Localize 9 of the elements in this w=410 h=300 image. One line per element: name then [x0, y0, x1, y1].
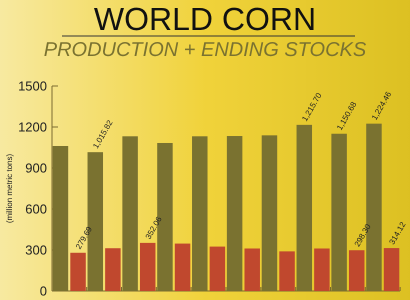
- y-tick-label: 300: [25, 242, 47, 258]
- y-tick-label: 0: [40, 284, 47, 299]
- y-axis-title: (million metric tons): [5, 153, 14, 224]
- chart-subtitle: PRODUCTION + ENDING STOCKS: [44, 39, 367, 61]
- y-tick-label: 900: [25, 160, 47, 176]
- y-tick-label: 600: [25, 202, 47, 217]
- y-tick-label: 1200: [18, 120, 47, 135]
- chart-title: WORLD CORN: [94, 1, 316, 37]
- y-tick-label: 1500: [18, 78, 47, 94]
